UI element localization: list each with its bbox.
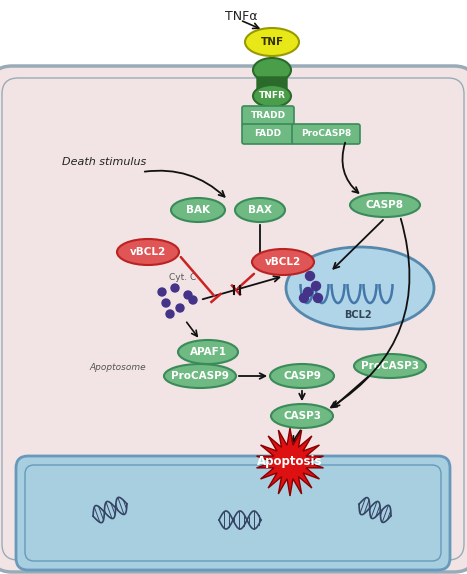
Text: TNFα: TNFα: [225, 10, 257, 23]
Text: Apoptosis: Apoptosis: [257, 456, 323, 468]
Circle shape: [162, 299, 170, 307]
FancyBboxPatch shape: [0, 66, 467, 572]
Text: Cyt. C: Cyt. C: [170, 273, 197, 282]
Text: Death stimulus: Death stimulus: [62, 157, 146, 167]
Text: BCL2: BCL2: [344, 310, 372, 320]
Text: Apoptosome: Apoptosome: [90, 363, 146, 373]
Ellipse shape: [171, 198, 225, 222]
FancyBboxPatch shape: [242, 124, 294, 144]
Circle shape: [171, 284, 179, 292]
Circle shape: [189, 296, 197, 304]
Text: TNF: TNF: [261, 37, 283, 47]
Text: ProCASP3: ProCASP3: [361, 361, 419, 371]
Ellipse shape: [117, 239, 179, 265]
Circle shape: [184, 291, 192, 299]
Polygon shape: [256, 428, 324, 496]
Circle shape: [166, 310, 174, 318]
Circle shape: [299, 293, 309, 302]
Ellipse shape: [286, 247, 434, 329]
Ellipse shape: [350, 193, 420, 217]
Circle shape: [304, 288, 312, 297]
Ellipse shape: [164, 364, 236, 388]
Text: BAK: BAK: [186, 205, 210, 215]
Text: TRADD: TRADD: [250, 111, 285, 121]
Text: vBCL2: vBCL2: [265, 257, 301, 267]
Circle shape: [313, 293, 323, 302]
Circle shape: [176, 304, 184, 312]
Ellipse shape: [271, 404, 333, 428]
FancyBboxPatch shape: [16, 456, 450, 570]
Text: ProCASP8: ProCASP8: [301, 130, 351, 138]
FancyBboxPatch shape: [292, 124, 360, 144]
Text: CASP9: CASP9: [283, 371, 321, 381]
Ellipse shape: [253, 85, 291, 107]
Text: ProCASP9: ProCASP9: [171, 371, 229, 381]
Ellipse shape: [252, 249, 314, 275]
FancyBboxPatch shape: [257, 77, 287, 89]
Text: TNFR: TNFR: [259, 91, 285, 99]
Text: BAX: BAX: [248, 205, 272, 215]
Text: CASP8: CASP8: [366, 200, 404, 210]
Text: APAF1: APAF1: [190, 347, 226, 357]
Ellipse shape: [253, 58, 291, 82]
Circle shape: [158, 288, 166, 296]
Text: vBCL2: vBCL2: [130, 247, 166, 257]
Circle shape: [311, 281, 320, 290]
Circle shape: [305, 272, 314, 281]
Ellipse shape: [245, 28, 299, 56]
Ellipse shape: [235, 198, 285, 222]
Ellipse shape: [354, 354, 426, 378]
Text: CASP3: CASP3: [283, 411, 321, 421]
Ellipse shape: [178, 340, 238, 364]
Text: FADD: FADD: [255, 130, 282, 138]
FancyBboxPatch shape: [242, 106, 294, 126]
Ellipse shape: [270, 364, 334, 388]
